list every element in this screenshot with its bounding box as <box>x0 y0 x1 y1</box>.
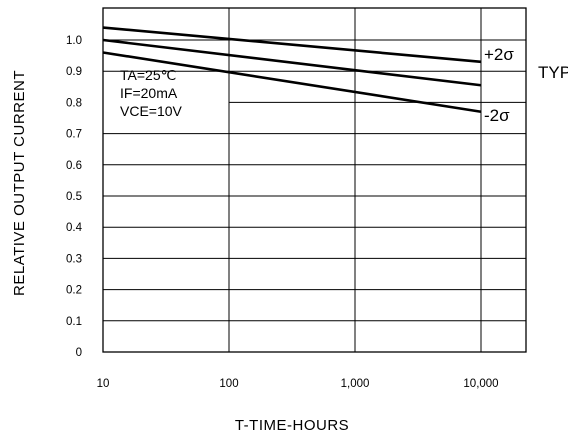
x-tick-label: 100 <box>219 378 238 390</box>
y-tick-label: 0 <box>76 347 82 359</box>
test-conditions: TA=25℃ IF=20mA VCE=10V <box>120 67 183 119</box>
y-tick-label: 0.1 <box>66 316 82 328</box>
series-line-2 <box>102 51 482 114</box>
x-axis-title: T-TIME-HOURS <box>235 417 349 434</box>
x-tick-label: 1,000 <box>341 378 370 390</box>
x-tick-labels: 10 100 1,000 10,000 <box>97 378 499 390</box>
y-tick-label: 1.0 <box>66 35 82 47</box>
y-tick-label: 0.9 <box>66 66 82 78</box>
y-tick-labels: 0 0.1 0.2 0.3 0.4 0.5 0.6 0.7 0.8 0.9 1.0 <box>66 35 83 359</box>
y-axis-title: RELATIVE OUTPUT CURRENT <box>11 70 28 296</box>
series-lines <box>102 26 482 114</box>
condition-line: VCE=10V <box>120 103 183 119</box>
y-tick-label: 0.3 <box>66 253 82 265</box>
y-tick-label: 0.5 <box>66 191 82 203</box>
series-label-plus-2sigma: +2σ <box>484 45 514 64</box>
y-tick-label: 0.7 <box>66 129 82 141</box>
series-line-1 <box>102 38 482 87</box>
series-label-typ: TYP <box>538 63 568 82</box>
condition-line: TA=25℃ <box>120 67 176 83</box>
y-tick-label: 0.8 <box>66 97 82 109</box>
plot-frame <box>102 7 527 353</box>
series-line-0 <box>102 26 482 64</box>
x-tick-label: 10,000 <box>463 378 498 390</box>
y-tick-label: 0.4 <box>66 222 83 234</box>
y-tick-label: 0.6 <box>66 160 82 172</box>
series-label-minus-2sigma: -2σ <box>484 106 510 125</box>
condition-line: IF=20mA <box>120 85 178 101</box>
series-labels: +2σ TYP -2σ <box>484 45 568 125</box>
y-tick-label: 0.2 <box>66 285 82 297</box>
x-tick-label: 10 <box>97 378 110 390</box>
